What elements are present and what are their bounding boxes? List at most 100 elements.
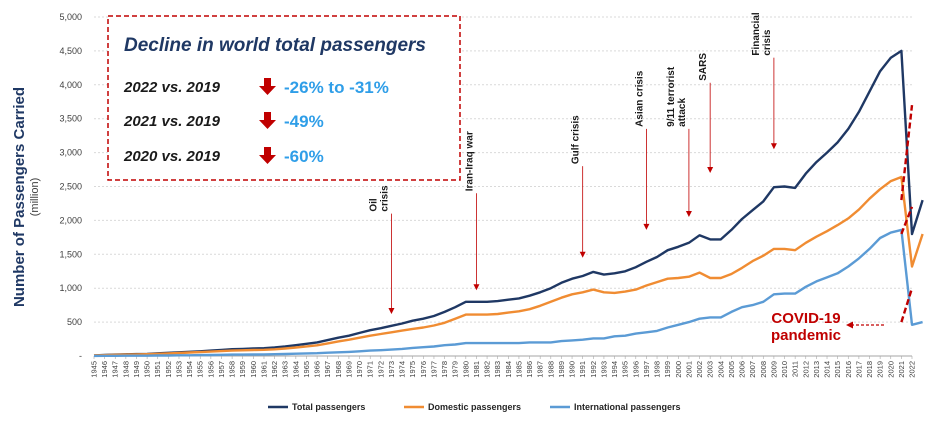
x-tick-label: 1985 (514, 361, 523, 378)
x-tick-label: 2020 (886, 361, 895, 378)
legend-entry: Domestic passengers (428, 402, 521, 412)
x-tick-label: 1952 (164, 361, 173, 378)
x-tick-label: 1986 (525, 361, 534, 378)
down-arrow-icon (259, 147, 276, 164)
x-tick-label: 1977 (429, 361, 438, 378)
x-tick-label: 2012 (801, 361, 810, 378)
decline-inset: Decline in world total passengers 2022 v… (107, 15, 461, 181)
y-tick-label: 500 (67, 317, 82, 327)
x-tick-label: 2007 (748, 361, 757, 378)
x-tick-label: 2013 (812, 361, 821, 378)
event-arrow-head (770, 143, 777, 150)
x-tick-label: 1949 (132, 361, 141, 378)
inset-comparison-2021: 2021 vs. 2019 (123, 113, 221, 130)
x-tick-label: 1950 (143, 361, 152, 378)
series-line (93, 228, 923, 358)
x-tick-label: 1953 (174, 361, 183, 378)
series-lines (93, 49, 924, 358)
x-tick-label: 1957 (217, 361, 226, 378)
series-line (93, 175, 924, 357)
x-tick-label: 1963 (281, 361, 290, 378)
x-tick-label: 2017 (854, 361, 863, 378)
x-tick-label: 2004 (716, 361, 725, 378)
x-tick-label: 2002 (695, 361, 704, 378)
x-tick-label: 1954 (185, 361, 194, 378)
x-tick-label: 1991 (578, 361, 587, 378)
x-tick-label: 1997 (642, 361, 651, 378)
inset-value-2022: -26% to -31% (284, 78, 389, 97)
y-tick-label: 3,000 (59, 148, 82, 158)
legend-entry: Total passengers (292, 402, 365, 412)
down-arrow-icon (259, 112, 276, 129)
x-tick-label: 2018 (865, 361, 874, 378)
event-arrow-head (388, 307, 395, 314)
inset-comparison-2020: 2020 vs. 2019 (123, 148, 221, 165)
covid-arrow-head (846, 321, 853, 329)
x-tick-label: 2022 (908, 361, 917, 378)
event-label: crisis (762, 29, 773, 56)
x-tick-label: 2011 (791, 361, 800, 377)
y-tick-label: - (79, 351, 82, 361)
x-tick-label: 1947 (111, 361, 120, 378)
x-tick-label: 1987 (536, 361, 545, 378)
x-tick-label: 1965 (302, 361, 311, 378)
y-tick-label: 1,000 (59, 283, 82, 293)
event-label: SARS (698, 53, 709, 81)
x-tick-label: 1959 (238, 361, 247, 378)
x-tick-label: 1984 (504, 361, 513, 378)
x-tick-label: 2010 (780, 361, 789, 378)
x-tick-label: 1955 (196, 361, 205, 378)
x-tick-label: 1980 (461, 361, 470, 378)
x-tick-label: 1983 (493, 361, 502, 378)
projection-lines (900, 105, 914, 323)
x-tick-labels: 1945 1946 1947 1948 1949 1950 1951 1952 1953 1954… (90, 356, 917, 378)
down-arrow-icon (259, 78, 276, 95)
event-label: crisis (379, 185, 390, 212)
y-tick-label: 4,000 (59, 80, 82, 90)
x-tick-label: 2014 (823, 361, 832, 378)
x-tick-label: 2016 (844, 361, 853, 378)
event-label: 9/11 terrorist (666, 66, 677, 127)
x-tick-label: 1998 (653, 361, 662, 378)
projection-line (900, 206, 914, 235)
y-tick-label: 3,500 (59, 114, 82, 124)
x-tick-label: 1978 (440, 361, 449, 378)
y-tick-label: 1,500 (59, 249, 82, 259)
event-label: Oil (368, 198, 379, 212)
y-tick-labels: - 500 1,000 1,500 2,000 2,500 3,000 3,500 4,000 4… (59, 12, 82, 361)
event-arrow-head (707, 166, 714, 173)
x-tick-label: 1999 (663, 361, 672, 378)
x-tick-label: 1975 (408, 361, 417, 378)
x-tick-label: 1948 (121, 361, 130, 378)
x-tick-label: 1995 (621, 361, 630, 378)
inset-value-2021: -49% (284, 112, 324, 131)
event-arrow-head (685, 211, 692, 218)
x-tick-label: 1969 (344, 361, 353, 378)
x-tick-label: 1981 (472, 361, 481, 378)
projection-line (900, 287, 914, 323)
covid-annotation: COVID-19 pandemic (771, 310, 884, 344)
x-tick-label: 1973 (387, 361, 396, 378)
x-tick-label: 1993 (599, 361, 608, 378)
x-tick-label: 1945 (90, 361, 99, 378)
x-tick-label: 1994 (610, 361, 619, 378)
x-tick-label: 1962 (270, 361, 279, 378)
event-label: attack (677, 98, 688, 127)
x-tick-label: 1951 (153, 361, 162, 378)
x-tick-label: 1964 (291, 361, 300, 378)
projection-line (900, 105, 914, 201)
y-axis-label: Number of Passengers Carried (million) (11, 87, 41, 307)
x-tick-label: 2005 (727, 361, 736, 378)
x-tick-label: 2000 (674, 361, 683, 378)
x-tick-label: 1979 (451, 361, 460, 378)
x-tick-label: 2015 (833, 361, 842, 378)
covid-label-line1: COVID-19 (771, 310, 840, 327)
y-tick-label: 5,000 (59, 12, 82, 22)
inset-comparison-2022: 2022 vs. 2019 (123, 79, 221, 96)
x-tick-label: 2021 (897, 361, 906, 378)
event-label: Financial (751, 12, 762, 56)
x-tick-label: 1946 (100, 361, 109, 378)
x-tick-label: 1988 (546, 361, 555, 378)
